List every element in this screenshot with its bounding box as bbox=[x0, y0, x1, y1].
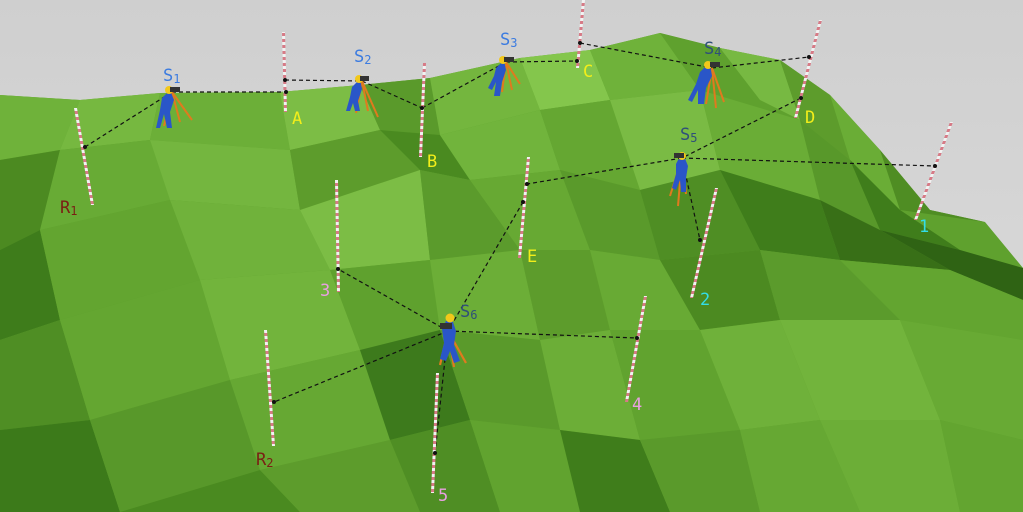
surveyor-s3 bbox=[488, 56, 521, 96]
label-d: D bbox=[805, 108, 815, 128]
staff-4 bbox=[625, 296, 647, 402]
surveyor-s4 bbox=[688, 61, 725, 109]
label-s3: S3 bbox=[500, 30, 517, 50]
staff-3 bbox=[335, 180, 340, 292]
sight-lines bbox=[84, 42, 936, 454]
reading-marks bbox=[83, 41, 937, 455]
label-point-3: 3 bbox=[320, 281, 330, 301]
label-s6: S6 bbox=[460, 302, 477, 322]
label-point-4: 4 bbox=[632, 395, 642, 415]
label-s4: S4 bbox=[704, 39, 721, 59]
label-point-2: 2 bbox=[700, 290, 710, 310]
label-s2: S2 bbox=[354, 47, 371, 67]
label-point-1: 1 bbox=[919, 217, 929, 237]
label-c: C bbox=[583, 62, 593, 82]
staff-r1 bbox=[74, 108, 94, 205]
staff-5 bbox=[431, 373, 439, 493]
label-point-5: 5 bbox=[438, 486, 448, 506]
turning-point-labels: A B C D E bbox=[292, 62, 815, 267]
staff-2 bbox=[690, 188, 718, 298]
label-r1: R1 bbox=[60, 198, 77, 218]
staff-d bbox=[794, 20, 822, 118]
staff-b bbox=[419, 63, 426, 157]
surveyor-s5 bbox=[669, 152, 688, 207]
label-s5: S5 bbox=[680, 125, 697, 145]
staff-1 bbox=[914, 122, 953, 220]
label-r2: R2 bbox=[256, 450, 273, 470]
label-b: B bbox=[427, 152, 437, 172]
leveling-staffs bbox=[74, 0, 953, 493]
label-e: E bbox=[527, 247, 537, 267]
staff-r2 bbox=[264, 330, 275, 446]
terrain-facets bbox=[0, 33, 1023, 512]
station-labels: S1 S2 S3 S4 S5 S6 bbox=[163, 30, 721, 322]
benchmark-labels: R1 R2 bbox=[60, 198, 273, 470]
label-a: A bbox=[292, 109, 302, 129]
point-labels: 1 2 3 4 5 bbox=[320, 217, 929, 506]
label-s1: S1 bbox=[163, 66, 180, 86]
surveyor-s2 bbox=[346, 75, 379, 118]
staff-c bbox=[576, 0, 585, 68]
surveyor-s1 bbox=[156, 86, 193, 128]
surveyor-s6 bbox=[438, 313, 467, 368]
